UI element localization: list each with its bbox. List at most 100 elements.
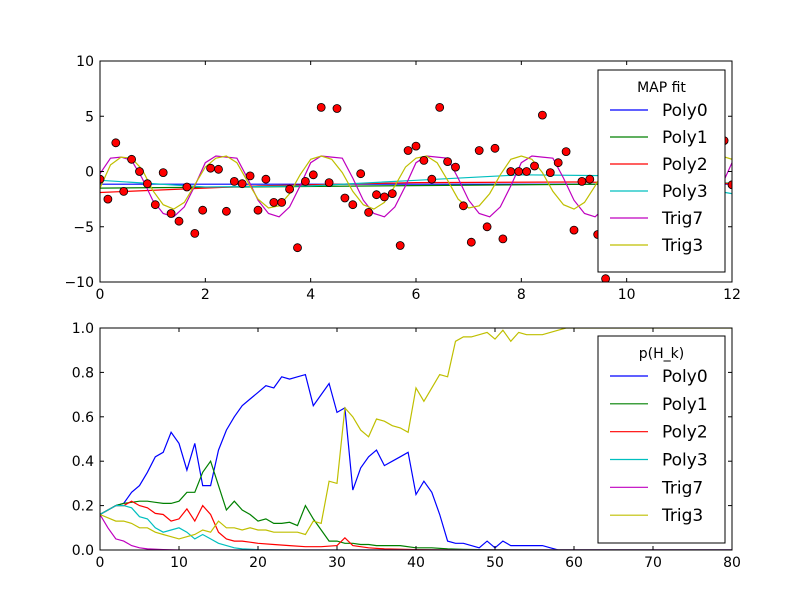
- data-point: [569, 225, 579, 235]
- legend-label: Poly3: [662, 182, 708, 202]
- data-point: [142, 179, 152, 189]
- data-point: [474, 146, 484, 155]
- data-point: [111, 138, 121, 148]
- data-point: [419, 155, 429, 165]
- y-tick-label: 1.0: [72, 321, 94, 337]
- data-point: [466, 237, 476, 247]
- data-point: [553, 158, 563, 168]
- x-tick-label: 0: [96, 555, 105, 571]
- data-point: [174, 216, 184, 226]
- legend-label: Poly2: [662, 423, 708, 443]
- data-point: [293, 243, 302, 253]
- legend-label: Poly1: [662, 128, 708, 148]
- data-point: [158, 168, 168, 178]
- data-point: [182, 182, 192, 192]
- data-point: [316, 103, 326, 112]
- x-tick-label: 30: [328, 555, 346, 571]
- series-line-trig3: [100, 328, 732, 540]
- data-point: [506, 167, 516, 176]
- data-point: [577, 176, 587, 186]
- data-point: [545, 168, 555, 178]
- legend-label: Trig7: [661, 209, 703, 229]
- series-line-trig7: [100, 514, 732, 550]
- data-point: [135, 167, 144, 176]
- data-point: [245, 171, 255, 181]
- data-point: [435, 103, 445, 112]
- legend-label: Trig3: [661, 506, 703, 526]
- x-tick-label: 20: [249, 555, 267, 571]
- x-tick-label: 70: [644, 555, 662, 571]
- data-point: [356, 169, 366, 179]
- data-point: [490, 143, 500, 153]
- x-tick-label: 2: [201, 287, 210, 303]
- x-tick-label: 60: [565, 555, 583, 571]
- y-tick-label: 0.6: [72, 410, 94, 426]
- legend-title: MAP fit: [637, 80, 686, 96]
- data-point: [198, 205, 208, 215]
- series-line-poly1: [100, 459, 732, 550]
- data-point: [100, 174, 105, 184]
- data-point: [269, 197, 279, 207]
- y-tick-label: −10: [64, 275, 94, 291]
- data-point: [364, 207, 374, 217]
- data-point: [324, 178, 334, 188]
- legend-label: Poly1: [662, 395, 708, 415]
- data-point: [190, 228, 200, 238]
- legend-label: Poly0: [662, 367, 708, 387]
- legend-label: Poly3: [662, 451, 708, 471]
- legend: p(H_k) Poly0 Poly1 Poly2 Poly3 Trig7 Trig3: [597, 335, 726, 544]
- data-point: [451, 162, 460, 172]
- data-point: [601, 274, 610, 282]
- legend-label: Trig7: [661, 478, 703, 498]
- data-point: [348, 200, 358, 210]
- data-point: [103, 194, 113, 204]
- data-point: [285, 184, 295, 194]
- legend-box: [597, 335, 726, 544]
- data-point: [379, 192, 389, 202]
- data-point: [340, 193, 350, 203]
- data-point: [727, 180, 732, 190]
- y-tick-label: 10: [76, 54, 94, 70]
- data-point: [585, 174, 595, 184]
- y-tick-label: 5: [85, 109, 94, 125]
- data-point: [522, 167, 531, 176]
- data-point: [427, 174, 437, 184]
- plot-area: [100, 103, 732, 282]
- y-tick-label: 0.2: [72, 499, 94, 515]
- data-point: [206, 163, 216, 173]
- x-tick-label: 40: [407, 555, 425, 571]
- data-point: [221, 206, 231, 216]
- x-tick-label: 50: [486, 555, 504, 571]
- x-tick-label: 10: [618, 287, 636, 303]
- data-point: [561, 147, 571, 157]
- x-tick-label: 12: [723, 287, 741, 303]
- data-point: [229, 176, 239, 186]
- data-point: [119, 186, 129, 196]
- data-point: [150, 200, 160, 210]
- data-point: [300, 176, 310, 186]
- legend-label: Poly2: [662, 155, 708, 175]
- legend: MAP fit Poly0 Poly1 Poly2 Poly3 Trig7 Trig3: [597, 69, 726, 273]
- x-tick-label: 10: [170, 555, 188, 571]
- y-tick-label: −5: [73, 220, 94, 236]
- bottom-panel-posterior: 0 10 20 30 40 50 60 70 80 1.0 0.8 0.6 0.4 0.2 0.0 p(H_k…: [72, 321, 741, 571]
- y-tick-label: 0.8: [72, 365, 94, 381]
- y-tick-label: 0.4: [72, 454, 94, 470]
- data-point: [214, 164, 223, 174]
- x-tick-label: 4: [306, 287, 315, 303]
- data-point: [482, 222, 492, 232]
- data-point: [411, 141, 421, 151]
- data-point: [332, 104, 342, 113]
- data-point: [237, 179, 247, 189]
- data-point: [387, 189, 397, 199]
- y-tick-label: 0.0: [72, 543, 94, 559]
- data-point: [498, 234, 508, 244]
- legend-title: p(H_k): [639, 346, 684, 362]
- data-point: [403, 146, 413, 155]
- x-tick-label: 0: [96, 287, 105, 303]
- series-line-poly2: [100, 500, 732, 550]
- data-point: [458, 201, 468, 211]
- data-point: [443, 157, 453, 167]
- legend-box: [597, 69, 726, 273]
- top-panel-map-fit: 0 2 4 6 8 10 12 10 5 0 −5 −10 MAP fit Poly0 Poly1 Poly2…: [64, 54, 740, 303]
